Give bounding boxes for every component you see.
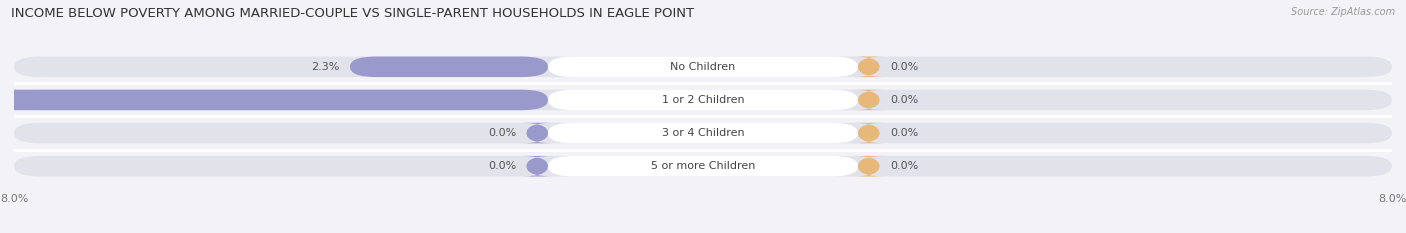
- FancyBboxPatch shape: [14, 90, 1392, 110]
- FancyBboxPatch shape: [0, 90, 548, 110]
- FancyBboxPatch shape: [853, 90, 884, 110]
- FancyBboxPatch shape: [853, 57, 884, 77]
- Text: 5 or more Children: 5 or more Children: [651, 161, 755, 171]
- Text: 0.0%: 0.0%: [488, 161, 516, 171]
- FancyBboxPatch shape: [14, 156, 1392, 176]
- Text: 0.0%: 0.0%: [890, 128, 918, 138]
- Text: 3 or 4 Children: 3 or 4 Children: [662, 128, 744, 138]
- Text: 1 or 2 Children: 1 or 2 Children: [662, 95, 744, 105]
- Text: INCOME BELOW POVERTY AMONG MARRIED-COUPLE VS SINGLE-PARENT HOUSEHOLDS IN EAGLE P: INCOME BELOW POVERTY AMONG MARRIED-COUPL…: [11, 7, 695, 20]
- Text: Source: ZipAtlas.com: Source: ZipAtlas.com: [1291, 7, 1395, 17]
- FancyBboxPatch shape: [548, 57, 858, 77]
- FancyBboxPatch shape: [548, 123, 858, 143]
- Text: 0.0%: 0.0%: [488, 128, 516, 138]
- Text: 0.0%: 0.0%: [890, 161, 918, 171]
- FancyBboxPatch shape: [522, 156, 553, 176]
- FancyBboxPatch shape: [853, 123, 884, 143]
- Text: No Children: No Children: [671, 62, 735, 72]
- FancyBboxPatch shape: [14, 123, 1392, 143]
- FancyBboxPatch shape: [853, 156, 884, 176]
- Text: 2.3%: 2.3%: [311, 62, 340, 72]
- Text: 0.0%: 0.0%: [890, 62, 918, 72]
- Text: 0.0%: 0.0%: [890, 95, 918, 105]
- FancyBboxPatch shape: [522, 123, 553, 143]
- FancyBboxPatch shape: [548, 90, 858, 110]
- FancyBboxPatch shape: [548, 156, 858, 176]
- FancyBboxPatch shape: [350, 57, 548, 77]
- FancyBboxPatch shape: [14, 57, 1392, 77]
